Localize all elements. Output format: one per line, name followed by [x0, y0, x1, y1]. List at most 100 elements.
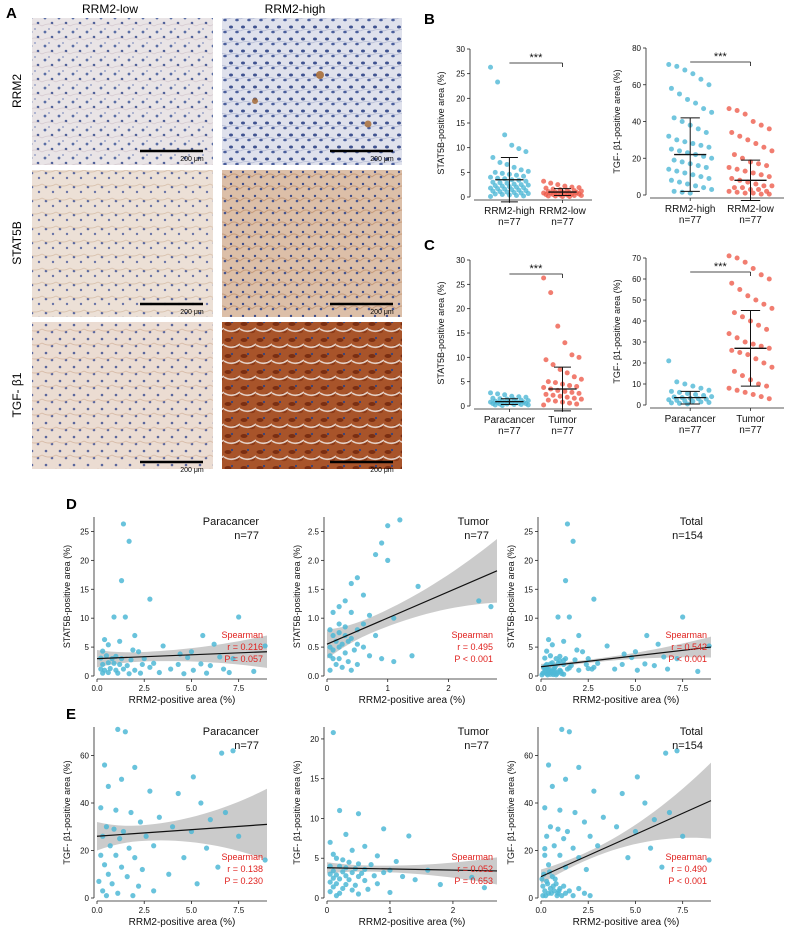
data-point: [111, 614, 117, 620]
data-point: [666, 133, 672, 139]
data-point: [368, 861, 374, 868]
data-point: [544, 648, 550, 654]
data-point: [706, 857, 712, 863]
data-point: [355, 873, 362, 880]
data-point: [547, 824, 554, 830]
data-point: [557, 653, 563, 659]
data-point: [758, 343, 764, 349]
data-point: [207, 817, 213, 823]
data-point: [753, 181, 759, 187]
chart-e-total: 0 20 40 60 0.0 2.5 5.0 7.5 RRM2-positive area (%…: [506, 726, 712, 928]
chart-d-tumor: 0.0 0.5 1.0 1.5 2.0 2.5 0 1 2 RRM2-positive area …: [292, 516, 498, 706]
data-point: [98, 852, 104, 858]
data-point: [499, 403, 505, 409]
data-point: [385, 523, 391, 529]
data-point: [591, 788, 597, 794]
data-point: [709, 186, 715, 192]
data-point: [621, 651, 627, 657]
x-axis-label: RRM2-positive area (%): [573, 695, 680, 706]
data-point: [354, 641, 360, 647]
data-point: [561, 671, 567, 677]
data-point: [600, 814, 606, 820]
data-point: [682, 67, 688, 73]
data-point: [555, 182, 561, 188]
data-point: [488, 64, 494, 70]
data-point: [156, 669, 162, 676]
data-point: [336, 644, 342, 650]
data-point: [758, 272, 764, 278]
data-point: [518, 167, 524, 173]
data-point: [550, 392, 556, 398]
data-point: [734, 335, 740, 341]
x-tick-label: Tumor: [736, 414, 765, 425]
data-point: [391, 658, 397, 665]
data-point: [543, 357, 549, 363]
chart-e-tumor: 0 5 10 15 20 0 1 2 RRM2-positive area (%) TGF- β1…: [292, 726, 498, 928]
confidence-band: [327, 538, 497, 659]
data-point: [634, 774, 640, 780]
data-point: [666, 62, 672, 68]
data-point: [742, 168, 748, 174]
y-tick-label: 10: [310, 814, 319, 823]
data-point: [372, 551, 379, 558]
stat-label: P < 0.001: [668, 876, 707, 886]
data-point: [175, 661, 181, 668]
data-point: [340, 869, 346, 875]
x-tick-label: Tumor: [548, 415, 577, 426]
data-point: [576, 885, 582, 892]
data-point: [101, 636, 108, 643]
data-point: [550, 362, 556, 368]
y-tick-label: 60: [80, 752, 89, 761]
data-point: [521, 193, 527, 199]
data-point: [387, 889, 393, 896]
data-point: [557, 367, 563, 372]
data-point: [742, 389, 748, 395]
data-point: [236, 833, 242, 839]
data-point: [540, 883, 546, 889]
x-tick-label: Paracancer: [665, 414, 717, 425]
y-tick-label: 60: [524, 752, 533, 761]
data-point: [569, 389, 575, 395]
y-tick-label: 15: [456, 329, 465, 338]
data-point: [525, 191, 531, 197]
data-point: [207, 662, 213, 669]
data-point: [117, 661, 123, 668]
data-point: [342, 650, 348, 656]
col-header-rrm2-high: RRM2-high: [265, 2, 326, 16]
data-point: [194, 881, 200, 887]
data-point: [729, 347, 735, 353]
data-point: [115, 890, 121, 896]
group-title: Paracancer: [203, 726, 260, 738]
group-n: n=154: [672, 740, 703, 752]
y-tick-label: 25: [456, 70, 465, 79]
significance-label: ***: [714, 261, 728, 273]
y-tick-label: 40: [80, 799, 89, 808]
data-point: [562, 578, 569, 584]
data-point: [567, 194, 573, 200]
data-point: [151, 660, 157, 666]
data-point: [739, 314, 745, 320]
data-point: [362, 843, 368, 849]
data-point: [115, 670, 121, 676]
data-point: [96, 878, 102, 884]
y-axis-label: STAT5B-positive area (%): [436, 71, 446, 174]
row-label-rrm2: RRM2: [10, 74, 24, 108]
data-point: [709, 155, 715, 161]
x-axis-label: RRM2-positive area (%): [359, 695, 466, 706]
data-point: [499, 170, 505, 176]
y-tick-label: 25: [524, 527, 533, 536]
data-point: [222, 809, 229, 816]
y-tick-label: 5: [85, 643, 90, 652]
data-point: [731, 368, 737, 374]
scale-bar-label: 200 μm: [180, 156, 204, 163]
data-point: [556, 888, 562, 894]
data-point: [135, 649, 142, 655]
data-point: [734, 189, 740, 195]
data-point: [566, 888, 572, 894]
data-point: [545, 862, 552, 868]
data-point: [561, 883, 567, 889]
data-point: [742, 259, 748, 265]
data-point: [661, 654, 667, 660]
chart-b-stat5b: 0 5 10 15 20 25 30 STAT5B-positive area (%) RRM2…: [436, 45, 592, 228]
data-point: [542, 655, 548, 661]
